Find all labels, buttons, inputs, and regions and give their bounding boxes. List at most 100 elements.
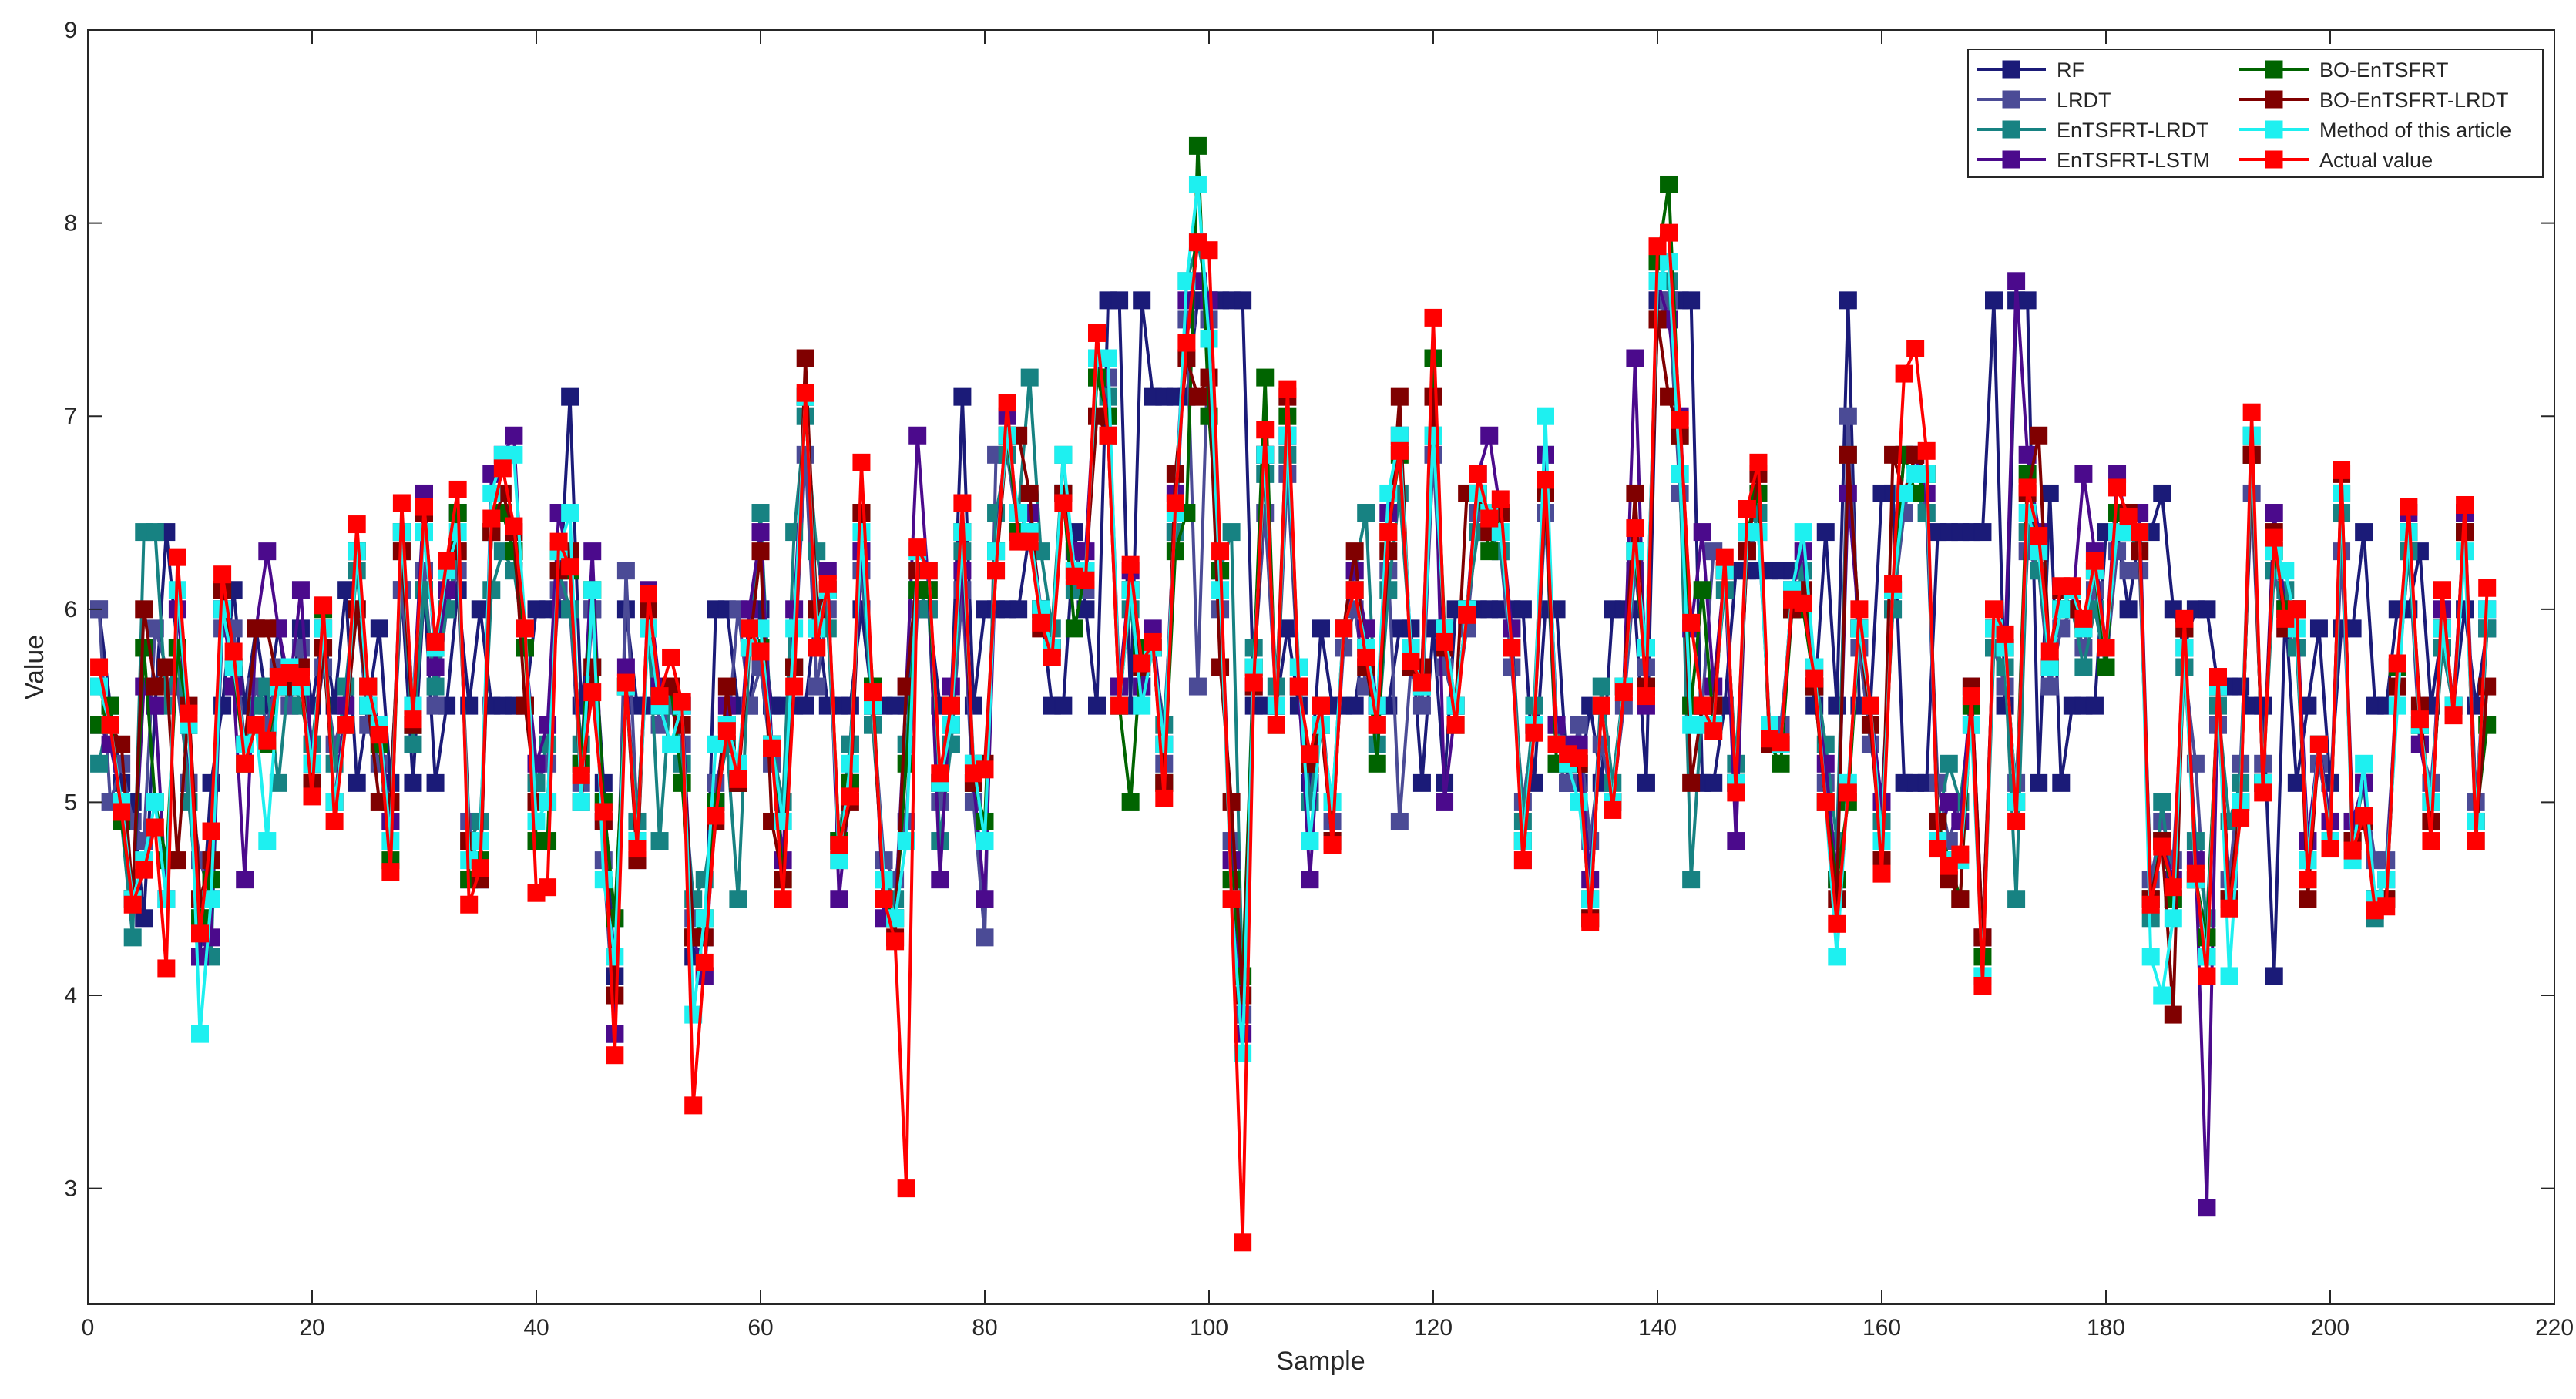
marker: [1895, 484, 1913, 502]
marker: [2007, 812, 2026, 830]
marker: [2040, 642, 2059, 661]
marker: [2410, 710, 2429, 729]
marker: [1816, 754, 1835, 773]
marker: [2276, 562, 2295, 580]
marker: [539, 878, 557, 897]
marker: [1133, 696, 1151, 715]
marker: [2422, 832, 2440, 850]
marker: [1054, 696, 1073, 715]
marker: [1794, 523, 1812, 542]
x-tick-label: 160: [1862, 1315, 1901, 1340]
marker: [751, 523, 770, 542]
marker: [931, 764, 949, 783]
marker: [830, 851, 848, 870]
legend-marker: [2002, 120, 2020, 139]
marker: [258, 731, 277, 750]
marker: [539, 793, 557, 811]
marker: [2433, 581, 2451, 599]
marker: [1839, 445, 1857, 464]
marker: [1962, 687, 1980, 706]
marker: [1267, 716, 1285, 734]
marker: [2355, 523, 2373, 542]
marker: [673, 693, 691, 711]
x-tick-label: 0: [82, 1315, 95, 1340]
marker: [1895, 364, 1913, 383]
marker: [1951, 890, 1970, 908]
marker: [1020, 532, 1039, 551]
marker: [953, 494, 972, 512]
marker: [2074, 465, 2093, 483]
marker: [471, 859, 489, 877]
marker: [616, 562, 635, 580]
marker: [348, 773, 366, 792]
marker: [1222, 890, 1241, 908]
marker: [1682, 871, 1701, 889]
marker: [1738, 500, 1756, 518]
marker: [953, 387, 972, 406]
marker: [864, 683, 882, 702]
legend-label: BO-EnTSFRT-LRDT: [2319, 89, 2509, 112]
marker: [1480, 542, 1499, 561]
marker: [2410, 735, 2429, 753]
marker: [1121, 793, 1140, 811]
marker: [662, 735, 680, 753]
marker: [606, 1046, 624, 1065]
marker: [594, 803, 613, 821]
marker: [1110, 291, 1129, 310]
marker: [291, 581, 310, 599]
marker: [1234, 291, 1252, 310]
marker: [583, 542, 602, 561]
marker: [707, 807, 725, 825]
marker: [1289, 677, 1308, 696]
marker: [1312, 619, 1330, 638]
marker: [1671, 465, 1689, 483]
marker: [2074, 658, 2093, 676]
marker: [976, 760, 994, 779]
marker: [942, 716, 960, 734]
marker: [1345, 542, 1364, 561]
marker: [1469, 465, 1487, 483]
marker: [1772, 754, 1790, 773]
marker: [673, 754, 691, 773]
marker: [729, 770, 747, 788]
marker: [505, 445, 523, 464]
marker: [808, 639, 826, 657]
marker: [1727, 832, 1745, 850]
marker: [1390, 812, 1409, 830]
marker: [1537, 407, 1554, 425]
marker: [1020, 368, 1039, 387]
marker: [1368, 716, 1386, 734]
marker: [751, 504, 770, 522]
legend-marker: [2002, 60, 2020, 79]
marker: [191, 1025, 209, 1043]
marker: [976, 890, 994, 908]
marker: [886, 932, 905, 951]
marker: [1480, 426, 1499, 445]
marker: [2377, 897, 2396, 916]
marker: [1805, 669, 1824, 688]
marker: [258, 832, 277, 850]
marker: [1637, 773, 1655, 792]
marker: [146, 677, 164, 696]
marker: [852, 453, 871, 471]
marker: [493, 459, 512, 478]
marker: [527, 812, 546, 830]
marker: [650, 687, 669, 706]
marker: [1323, 793, 1342, 811]
marker: [1357, 504, 1375, 522]
marker: [90, 754, 109, 773]
marker: [426, 696, 445, 715]
marker: [1682, 773, 1701, 792]
marker: [998, 426, 1016, 445]
legend-label: BO-EnTSFRT: [2319, 59, 2449, 82]
marker: [113, 803, 131, 821]
marker: [1032, 613, 1050, 632]
marker: [1940, 793, 1958, 811]
marker: [2186, 864, 2205, 883]
marker: [852, 523, 871, 542]
marker: [2478, 579, 2497, 597]
marker: [325, 812, 344, 830]
marker: [1390, 441, 1409, 460]
marker: [2198, 1199, 2216, 1217]
marker: [2097, 658, 2115, 676]
